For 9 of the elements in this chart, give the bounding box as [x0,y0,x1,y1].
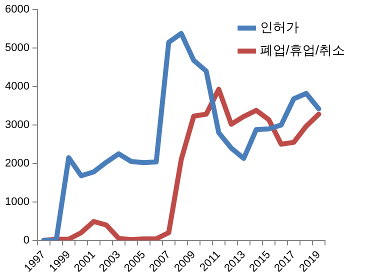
legend-label: 인허가 [260,20,299,35]
y-tick-label: 0 [23,234,30,246]
y-tick-label: 3000 [4,119,30,132]
y-tick-label: 1000 [4,196,30,208]
y-tick-label: 2000 [4,157,30,170]
y-tick-label: 6000 [4,4,30,16]
y-tick-label: 4000 [4,80,30,93]
legend-label: 폐업/휴업/취소 [260,42,346,58]
y-tick-label: 5000 [4,42,30,54]
